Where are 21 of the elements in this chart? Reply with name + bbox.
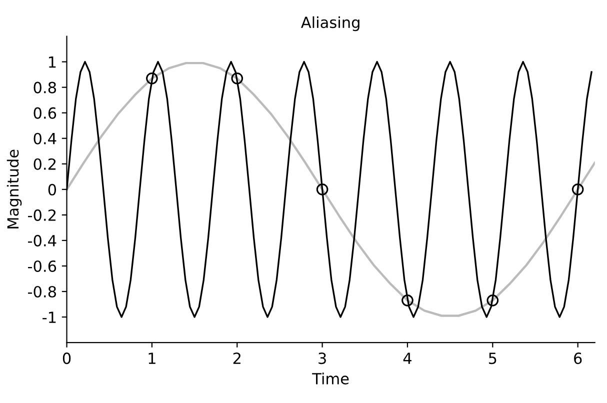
y-tick-label: -0.4 — [28, 234, 56, 246]
chart-title: Aliasing — [300, 16, 360, 32]
y-tick-label: -0.6 — [28, 260, 56, 272]
y-tick-label: -0.2 — [28, 209, 56, 221]
y-tick-label: -0.8 — [28, 286, 56, 298]
x-axis-title: Time — [312, 372, 349, 384]
y-tick-label: 0 — [48, 184, 56, 196]
x-tick-label: 4 — [403, 352, 412, 364]
x-tick-label: 1 — [148, 352, 156, 364]
x-tick-label: 5 — [488, 352, 496, 364]
y-tick-label: 1 — [49, 56, 56, 68]
x-tick-label: 6 — [574, 352, 582, 364]
y-axis-title: Magnitude — [6, 150, 22, 228]
y-tick-label: -1 — [42, 312, 56, 323]
x-tick-label: 3 — [318, 352, 326, 364]
x-tick-label: 2 — [233, 352, 240, 364]
y-tick-label: 0.4 — [34, 132, 56, 144]
x-tick-label: 0 — [62, 352, 71, 364]
y-tick-label: 0.6 — [34, 107, 56, 119]
y-tick-label: 0.2 — [34, 158, 56, 170]
y-tick-label: 0.8 — [34, 82, 56, 94]
